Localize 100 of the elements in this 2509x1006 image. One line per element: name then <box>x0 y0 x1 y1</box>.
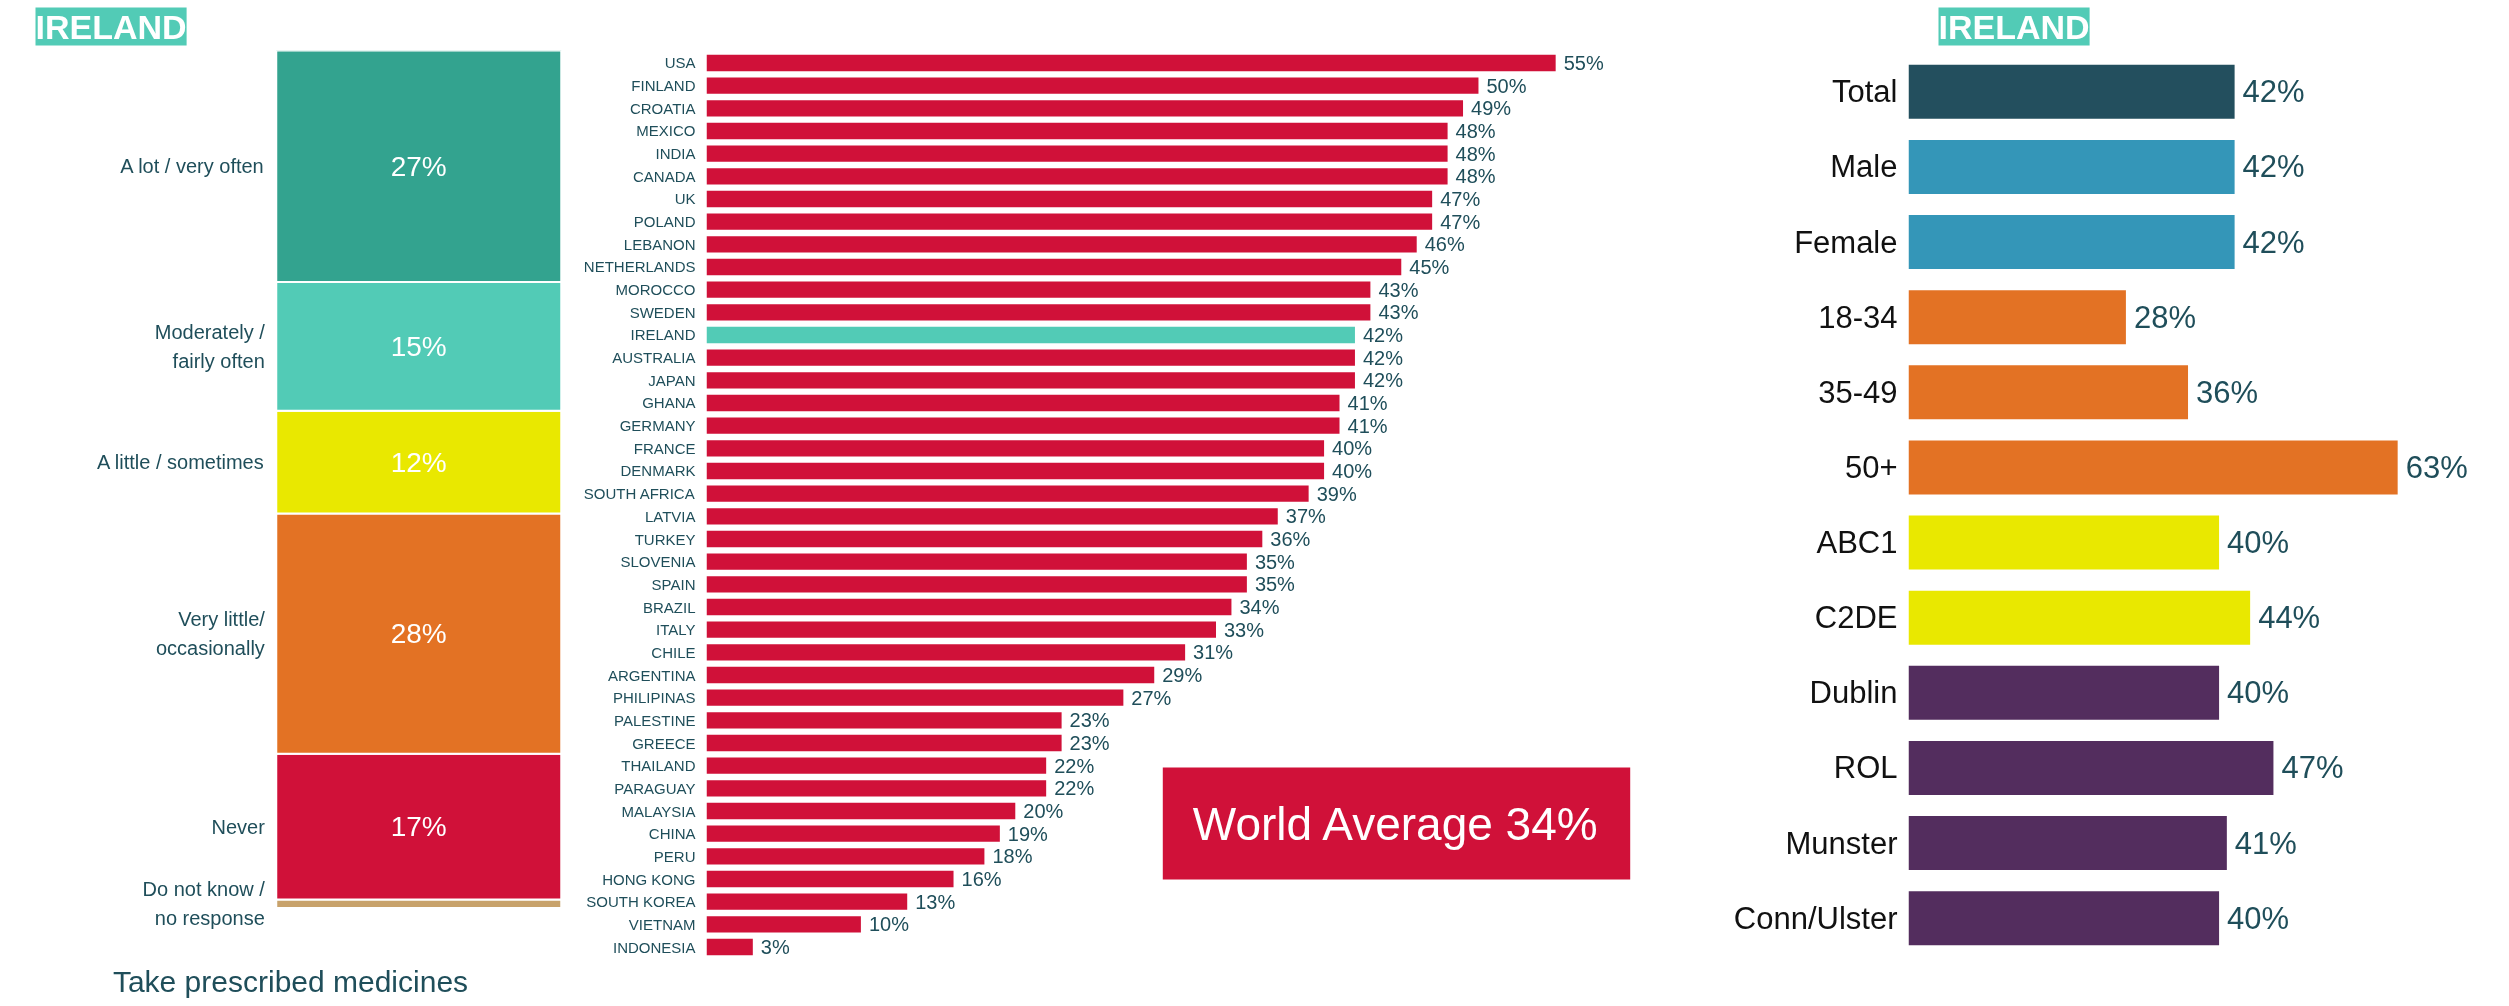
bar <box>706 462 1325 480</box>
data-label: 49% <box>1471 97 1512 120</box>
data-label: 22% <box>1054 754 1095 777</box>
bar <box>1908 215 2235 270</box>
data-label: 19% <box>1007 822 1049 845</box>
bar <box>706 213 1433 230</box>
bar <box>706 802 1016 820</box>
y-tick-label: PHILIPINAS <box>612 689 696 707</box>
bar <box>706 168 1448 185</box>
bar <box>706 712 1062 729</box>
series-label: A little / sometimes <box>97 451 264 474</box>
y-tick-label: MOROCCO <box>615 281 696 299</box>
data-label: 43% <box>1378 301 1419 324</box>
y-tick-label: Female <box>1794 224 1898 260</box>
bar <box>1908 290 2126 345</box>
y-tick-label: LEBANON <box>623 235 696 253</box>
data-label: 3% <box>760 936 790 959</box>
series-label: Very little/ occasionally <box>155 608 266 659</box>
bar <box>706 870 954 888</box>
bar <box>706 122 1448 140</box>
y-tick-label: IRELAND <box>630 326 696 344</box>
y-tick-label: MALAYSIA <box>621 802 696 820</box>
y-tick-label: THAILAND <box>621 757 696 775</box>
data-label: 48% <box>1455 119 1496 142</box>
y-tick-label: SOUTH AFRICA <box>583 485 695 503</box>
y-tick-label: HONG KONG <box>602 870 696 888</box>
y-tick-label: ABC1 <box>1816 525 1898 561</box>
bar <box>706 100 1464 117</box>
data-label: 27% <box>1131 686 1172 709</box>
data-label: 17% <box>390 811 447 843</box>
bar <box>706 757 1047 774</box>
y-tick-label: CHILE <box>651 643 696 661</box>
y-tick-label: JAPAN <box>648 371 696 389</box>
data-label: 40% <box>2227 900 2290 936</box>
data-label: 20% <box>1023 800 1064 823</box>
bar <box>706 734 1062 752</box>
chart-title: IRELAND <box>35 7 187 46</box>
data-label: 42% <box>1362 323 1404 346</box>
y-tick-label: CANADA <box>632 167 696 185</box>
y-tick-label: FINLAND <box>631 77 696 95</box>
data-label: 23% <box>1069 709 1110 732</box>
annotation: World Average 34% <box>1192 797 1598 850</box>
y-tick-label: PERU <box>653 847 696 865</box>
bar <box>706 417 1340 434</box>
chart-title: IRELAND <box>1938 7 2090 46</box>
data-label: 45% <box>1409 255 1450 278</box>
data-label: 35% <box>1254 573 1296 596</box>
y-tick-label: POLAND <box>633 213 696 231</box>
y-tick-label: ITALY <box>656 621 696 639</box>
y-tick-label: CROATIA <box>629 99 696 117</box>
bar <box>706 485 1309 502</box>
data-label: 33% <box>1224 618 1265 641</box>
bar <box>706 304 1371 321</box>
data-label: 10% <box>868 913 910 936</box>
data-label: 41% <box>1347 391 1388 414</box>
y-tick-label: FRANCE <box>633 439 696 457</box>
y-tick-label: ARGENTINA <box>607 666 696 684</box>
data-label: 36% <box>2196 374 2259 410</box>
x-axis-title: Take prescribed medicines <box>112 964 469 998</box>
bar <box>706 77 1479 94</box>
bar <box>706 689 1124 706</box>
y-tick-label: GHANA <box>642 394 696 412</box>
bar <box>1908 440 2398 495</box>
data-label: 37% <box>1285 505 1326 528</box>
data-label: 42% <box>2242 149 2305 185</box>
bar <box>706 530 1263 548</box>
data-label: 15% <box>390 330 447 362</box>
y-tick-label: LATVIA <box>644 507 696 525</box>
data-label: 22% <box>1054 777 1095 800</box>
data-label: 13% <box>915 890 956 913</box>
data-label: 42% <box>2242 224 2305 260</box>
bar <box>706 553 1247 570</box>
data-label: 28% <box>2133 299 2196 335</box>
y-tick-label: VIETNAM <box>628 915 696 933</box>
data-label: 35% <box>1254 550 1296 573</box>
bar <box>706 145 1448 162</box>
data-label: 40% <box>2227 675 2290 711</box>
data-label: 27% <box>390 150 447 182</box>
data-label: 40% <box>1332 437 1373 460</box>
y-tick-label: 18-34 <box>1818 299 1898 335</box>
y-tick-label: Dublin <box>1809 675 1898 711</box>
data-label: 43% <box>1378 278 1419 301</box>
data-label: 18% <box>992 845 1033 868</box>
bar <box>706 938 753 956</box>
bar <box>706 326 1355 344</box>
bar <box>706 644 1186 661</box>
data-label: 28% <box>390 618 447 650</box>
data-label: 55% <box>1563 51 1604 74</box>
y-tick-label: DENMARK <box>620 462 696 480</box>
y-tick-label: AUSTRALIA <box>612 349 696 367</box>
bar <box>1908 139 2235 194</box>
data-label: 48% <box>1455 165 1496 188</box>
bar <box>706 349 1355 366</box>
bar <box>1908 740 2274 795</box>
bar <box>1908 64 2235 119</box>
y-tick-label: PALESTINE <box>614 711 696 729</box>
bar <box>706 372 1355 389</box>
data-label: 40% <box>1332 460 1373 482</box>
y-tick-label: USA <box>664 54 696 72</box>
bar <box>706 848 985 865</box>
